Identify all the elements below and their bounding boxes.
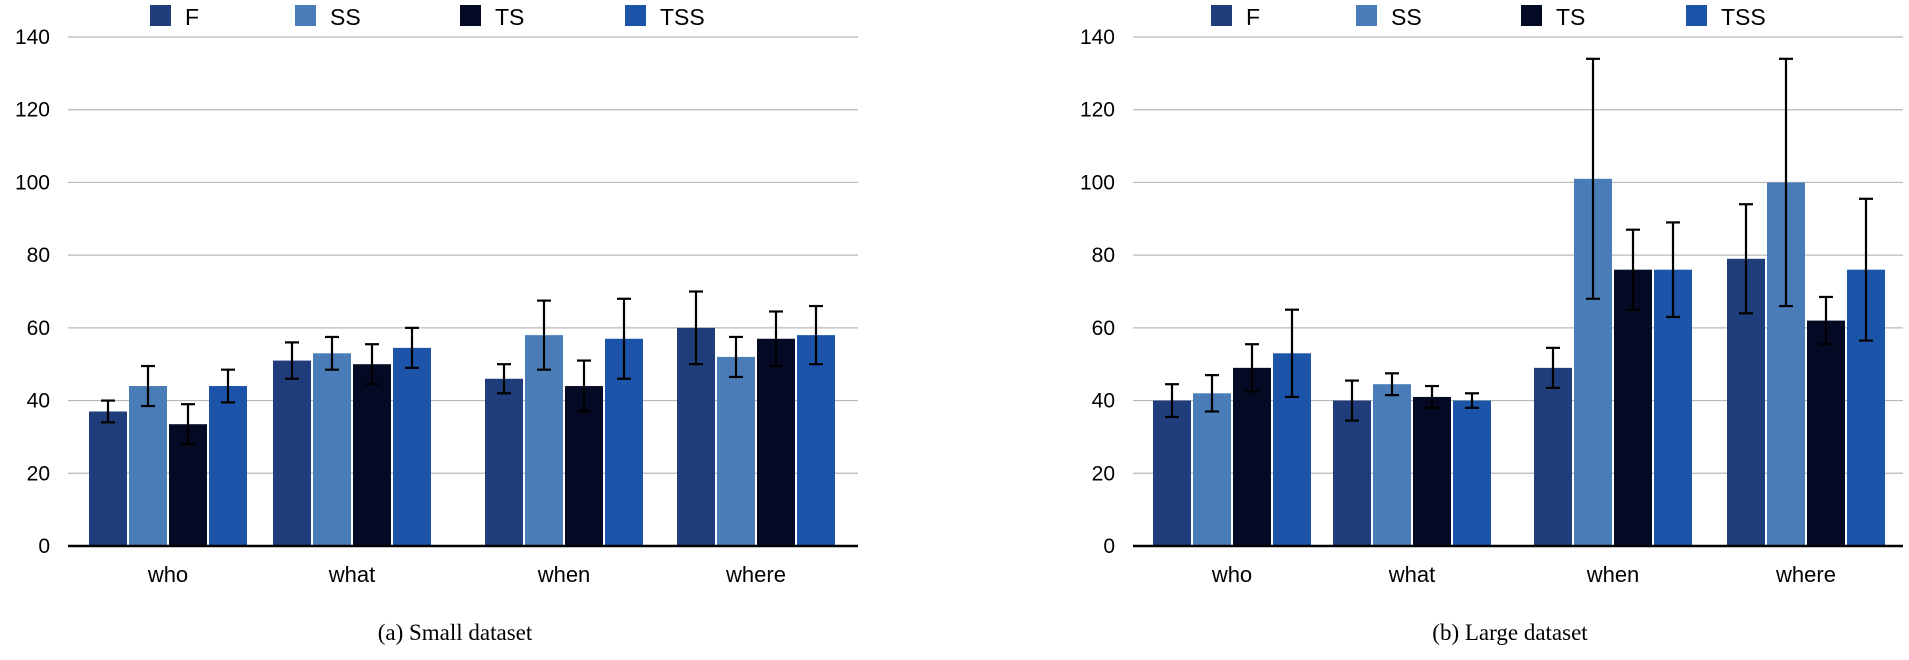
legend-swatch-ss	[295, 5, 316, 26]
y-tick-label: 0	[1103, 535, 1115, 558]
y-tick-label: 40	[27, 390, 50, 413]
legend-swatch-tss	[625, 5, 646, 26]
legend-label-f: F	[185, 4, 199, 30]
chart-caption: (a) Small dataset	[378, 620, 533, 645]
legend-label-ss: SS	[1391, 4, 1422, 30]
bar-f-when	[485, 378, 523, 546]
bar-ts-where	[1807, 320, 1845, 546]
legend-swatch-ts	[460, 5, 481, 26]
chart-panel-small: 0 20 40 60 80 100 120 140 who what when where F SS TS T…	[15, 4, 858, 645]
y-tick-label: 40	[1092, 390, 1115, 413]
bar-ts-what	[1413, 396, 1451, 546]
chart-panel-large: 0 20 40 60 80 100 120 140 who what when where F SS TS T…	[1080, 4, 1903, 645]
y-tick-label: 20	[1092, 462, 1115, 485]
bar-tss-who	[209, 386, 247, 546]
bar-ss-where	[717, 356, 755, 546]
y-tick-label: 140	[1080, 26, 1115, 49]
legend-label-ss: SS	[330, 4, 361, 30]
y-tick-label: 20	[27, 462, 50, 485]
x-tick-label-what: what	[1388, 562, 1435, 587]
y-tick-label: 100	[1080, 171, 1115, 194]
bar-ss-who	[129, 386, 167, 546]
y-tick-label: 60	[1092, 317, 1115, 340]
legend-label-ts: TS	[495, 4, 524, 30]
bar-ss-what	[1373, 384, 1411, 546]
bar-ts-where	[757, 338, 795, 546]
y-tick-label: 0	[38, 535, 50, 558]
bar-ts-who	[1233, 367, 1271, 546]
bar-ts-when	[565, 386, 603, 546]
legend-swatch-tss	[1686, 5, 1707, 26]
y-tick-label: 120	[1080, 99, 1115, 122]
bar-ts-what	[353, 364, 391, 546]
x-tick-label-who: who	[1211, 562, 1252, 587]
bar-f-who	[1153, 400, 1191, 546]
bar-ss-what	[313, 353, 351, 546]
legend-swatch-ts	[1521, 5, 1542, 26]
x-tick-label-what: what	[328, 562, 375, 587]
legend-label-ts: TS	[1556, 4, 1585, 30]
bar-tss-what	[393, 347, 431, 546]
bar-tss-what	[1453, 400, 1491, 546]
legend-label-tss: TSS	[660, 4, 705, 30]
x-tick-label-where: where	[1775, 562, 1836, 587]
chart-caption: (b) Large dataset	[1432, 620, 1588, 645]
legend-swatch-ss	[1356, 5, 1377, 26]
legend-swatch-f	[1211, 5, 1232, 26]
bar-f-who	[89, 411, 127, 546]
y-tick-label: 60	[27, 317, 50, 340]
x-tick-label-who: who	[147, 562, 188, 587]
legend-swatch-f	[150, 5, 171, 26]
x-tick-label-when: when	[537, 562, 591, 587]
bar-ts-when	[1614, 269, 1652, 546]
legend-label-tss: TSS	[1721, 4, 1766, 30]
y-tick-label: 100	[15, 171, 50, 194]
bar-tss-where	[797, 335, 835, 546]
bar-f-what	[1333, 400, 1371, 546]
y-tick-label: 120	[15, 99, 50, 122]
bar-f-what	[273, 360, 311, 546]
x-tick-label-when: when	[1586, 562, 1640, 587]
bar-ss-who	[1193, 393, 1231, 546]
y-tick-label: 80	[27, 244, 50, 267]
y-tick-label: 140	[15, 26, 50, 49]
y-tick-label: 80	[1092, 244, 1115, 267]
x-tick-label-where: where	[725, 562, 786, 587]
legend-label-f: F	[1246, 4, 1260, 30]
bar-f-when	[1534, 367, 1572, 546]
